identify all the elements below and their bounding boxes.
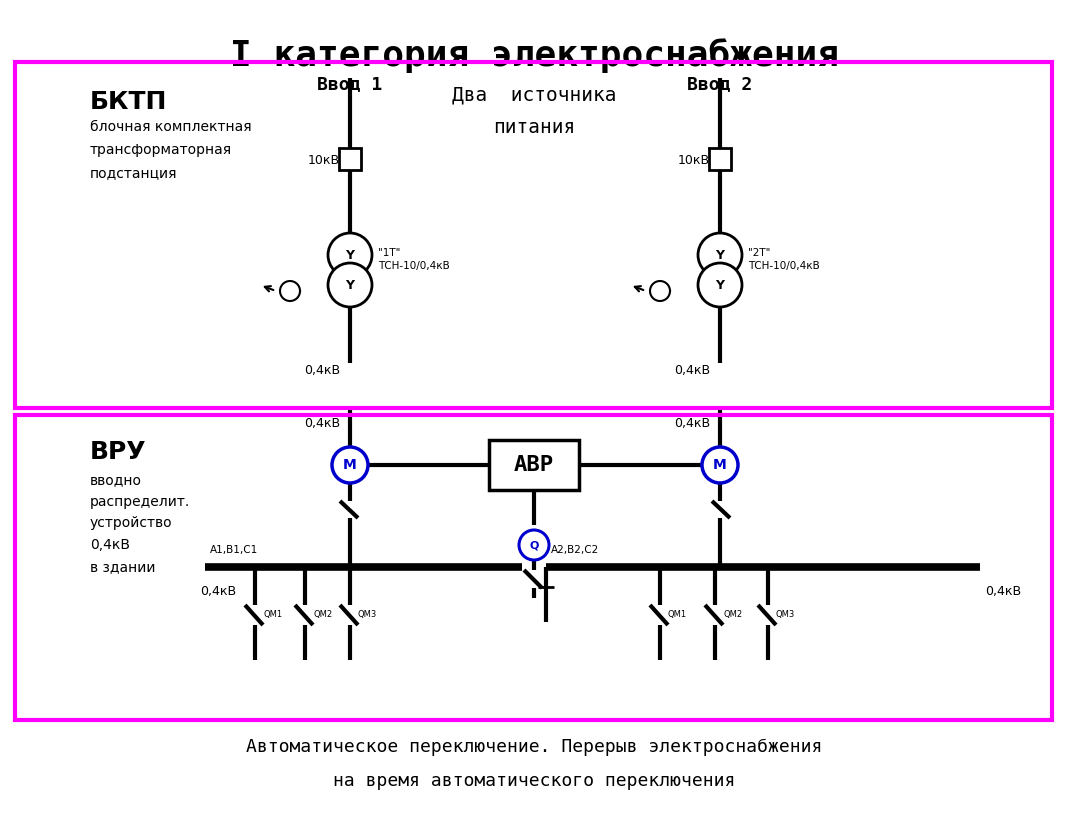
Text: Ввод 2: Ввод 2 bbox=[687, 75, 752, 93]
Text: Q: Q bbox=[529, 540, 539, 550]
Text: 10кВ: 10кВ bbox=[678, 154, 710, 167]
Bar bbox=[339, 148, 361, 170]
Circle shape bbox=[698, 233, 742, 277]
Text: 0,4кВ: 0,4кВ bbox=[304, 364, 340, 377]
Text: 0,4кВ: 0,4кВ bbox=[985, 585, 1021, 598]
Text: вводно
распределит.
устройство
0,4кВ
в здании: вводно распределит. устройство 0,4кВ в з… bbox=[90, 473, 190, 574]
Circle shape bbox=[519, 530, 550, 560]
Text: QM2: QM2 bbox=[723, 610, 743, 619]
Text: Y: Y bbox=[716, 279, 724, 292]
Text: QM1: QM1 bbox=[668, 610, 687, 619]
Circle shape bbox=[702, 447, 738, 483]
Circle shape bbox=[328, 233, 372, 277]
Text: питания: питания bbox=[493, 118, 575, 137]
Text: QM3: QM3 bbox=[359, 610, 378, 619]
Text: Ввод 1: Ввод 1 bbox=[317, 75, 383, 93]
Text: ВРУ: ВРУ bbox=[90, 440, 146, 464]
Text: А2,В2,С2: А2,В2,С2 bbox=[551, 545, 600, 555]
Text: 0,4кВ: 0,4кВ bbox=[304, 417, 340, 430]
Text: А1,В1,С1: А1,В1,С1 bbox=[210, 545, 258, 555]
Circle shape bbox=[332, 447, 368, 483]
Text: на время автоматического переключения: на время автоматического переключения bbox=[333, 772, 735, 790]
Circle shape bbox=[650, 281, 670, 301]
Text: "2Т"
ТСН-10/0,4кВ: "2Т" ТСН-10/0,4кВ bbox=[748, 248, 819, 271]
Text: Y: Y bbox=[716, 248, 724, 261]
Bar bbox=[708, 148, 731, 170]
Text: M: M bbox=[344, 458, 356, 472]
Bar bbox=[489, 440, 579, 490]
Text: 0,4кВ: 0,4кВ bbox=[674, 364, 710, 377]
Text: 10кВ: 10кВ bbox=[308, 154, 340, 167]
Text: Автоматическое переключение. Перерыв электроснабжения: Автоматическое переключение. Перерыв эле… bbox=[245, 738, 823, 756]
Text: M: M bbox=[713, 458, 727, 472]
Circle shape bbox=[280, 281, 300, 301]
Circle shape bbox=[698, 263, 742, 307]
Text: АВР: АВР bbox=[514, 455, 554, 475]
Text: "1Т"
ТСН-10/0,4кВ: "1Т" ТСН-10/0,4кВ bbox=[378, 248, 450, 271]
Text: Два  источника: Два источника bbox=[451, 85, 617, 104]
Text: 0,4кВ: 0,4кВ bbox=[674, 417, 710, 430]
Text: БКТП: БКТП bbox=[90, 90, 168, 114]
Bar bbox=[15, 415, 1052, 720]
Text: Y: Y bbox=[346, 279, 354, 292]
Text: Y: Y bbox=[346, 248, 354, 261]
Text: 0,4кВ: 0,4кВ bbox=[200, 585, 236, 598]
Text: QM2: QM2 bbox=[313, 610, 332, 619]
Text: I категория электроснабжения: I категория электроснабжения bbox=[229, 38, 839, 73]
Bar bbox=[15, 62, 1052, 408]
Text: QM3: QM3 bbox=[776, 610, 795, 619]
Text: QM1: QM1 bbox=[262, 610, 282, 619]
Text: блочная комплектная
трансформаторная
подстанция: блочная комплектная трансформаторная под… bbox=[90, 120, 252, 180]
Circle shape bbox=[328, 263, 372, 307]
